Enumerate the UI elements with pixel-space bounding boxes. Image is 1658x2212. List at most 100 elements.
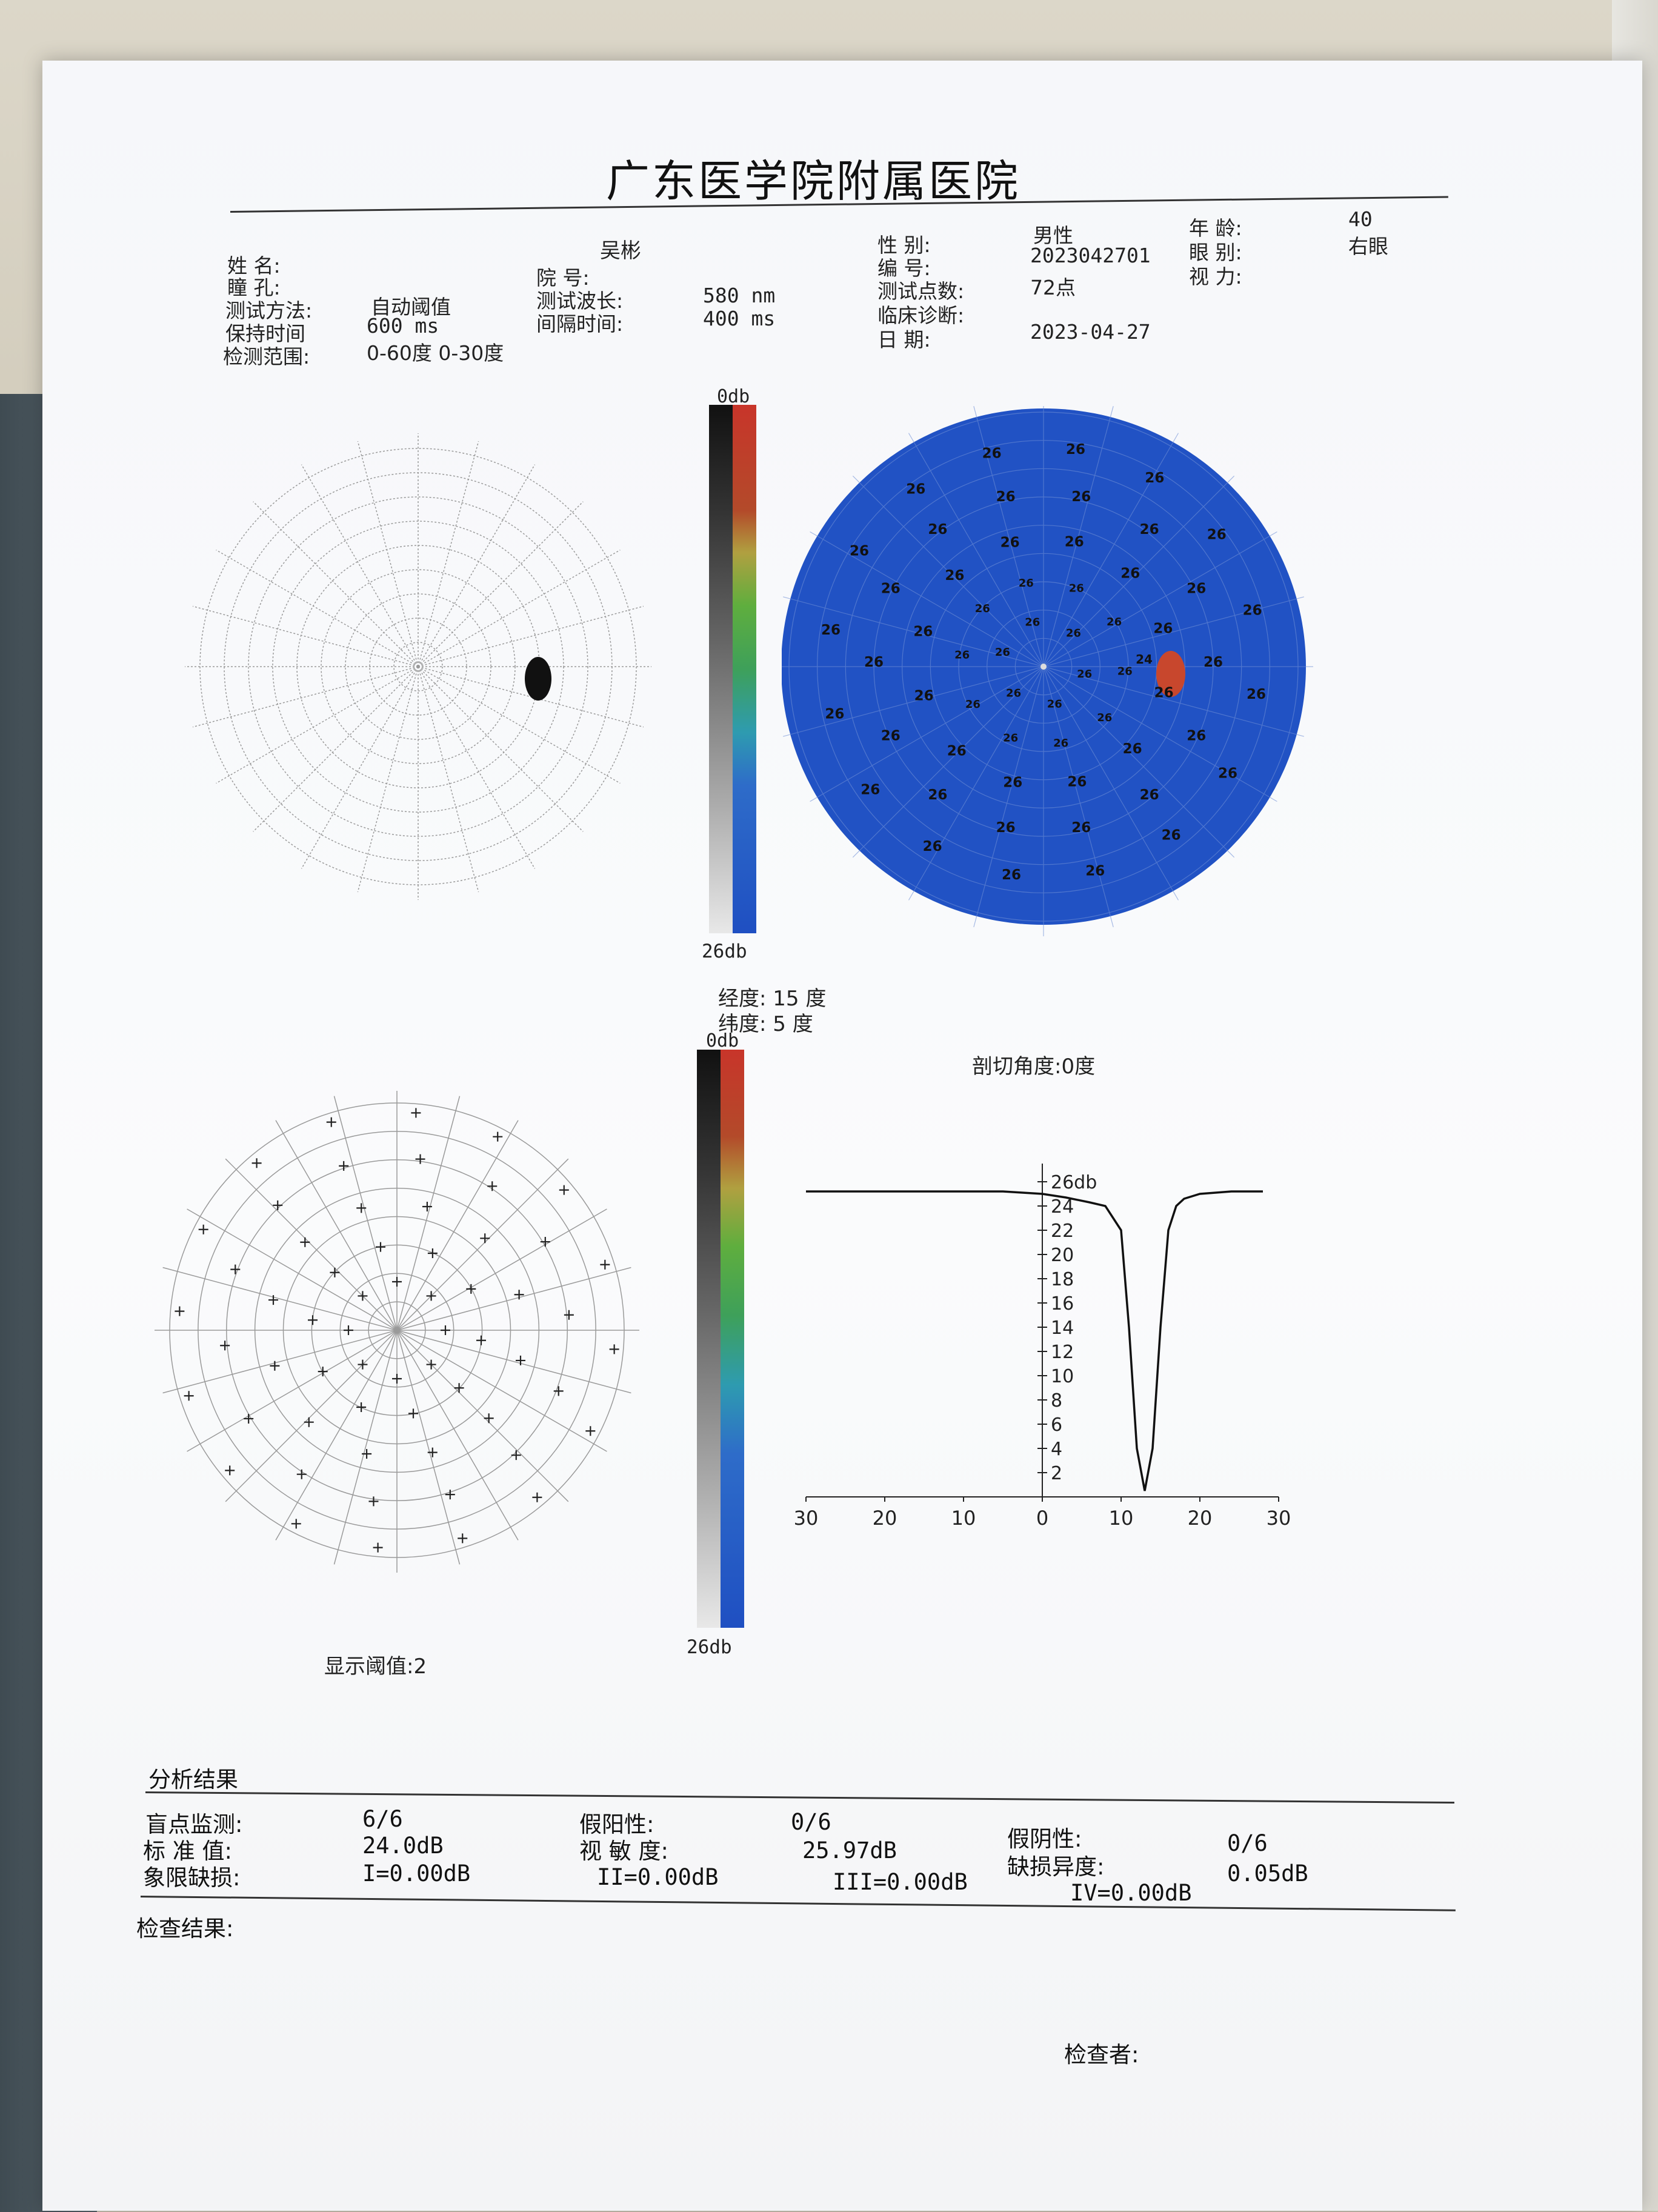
field-value: 26: [1002, 867, 1021, 883]
field-value: 26: [1047, 698, 1062, 711]
test-point-cross: [422, 1202, 432, 1212]
field-value: 26: [914, 688, 934, 704]
latitude-readout: 纬度: 5 度: [718, 1012, 813, 1036]
field-value: 26: [825, 706, 844, 722]
x-tick-label: 10: [1109, 1507, 1134, 1530]
test-point-cross: [356, 1402, 367, 1413]
x-tick-label: 20: [873, 1507, 897, 1530]
wavelength-label: 测试波长:: [536, 289, 624, 313]
field-value: 26: [1003, 775, 1022, 791]
y-tick-label: 22: [1051, 1221, 1074, 1242]
test-point-cross: [356, 1203, 367, 1213]
eye-label: 眼 别:: [1189, 241, 1242, 264]
wavelength-value: 580 nm: [703, 284, 776, 307]
test-point-cross: [318, 1367, 328, 1377]
test-point-cross: [564, 1310, 574, 1320]
diagnosis-label: 临床诊断:: [877, 304, 965, 327]
field-value: 26: [995, 646, 1010, 659]
defect-label: 缺损异度:: [1007, 1854, 1105, 1880]
test-point-cross: [454, 1383, 464, 1393]
field-value: 26: [1006, 687, 1021, 700]
test-point-cross: [230, 1264, 241, 1274]
test-points-grid: [155, 1091, 639, 1573]
test-point-cross: [308, 1315, 318, 1325]
field-value: 26: [1153, 621, 1173, 637]
test-point-cross: [515, 1355, 525, 1365]
field-value: 26: [913, 624, 933, 639]
test-point-cross: [326, 1117, 336, 1127]
eye-value: 右眼: [1348, 235, 1388, 258]
test-point-cross: [600, 1259, 610, 1270]
field-value: 26: [923, 839, 942, 854]
test-point-cross: [175, 1306, 185, 1316]
test-point-cross: [362, 1448, 372, 1459]
scale-top-label-2: 0db: [706, 1030, 739, 1051]
test-point-cross: [330, 1267, 340, 1278]
scale-bottom-label-1: 26db: [702, 941, 747, 962]
color-scale-bottom: [697, 1050, 744, 1628]
field-value: 26: [1243, 603, 1262, 619]
test-point-cross: [270, 1361, 280, 1371]
field-value: 26: [965, 698, 980, 711]
blind-spot-value: 6/6: [362, 1806, 403, 1832]
test-point-cross: [441, 1325, 450, 1335]
x-tick-label: 30: [794, 1507, 819, 1530]
test-point-cross: [225, 1465, 235, 1476]
test-point-cross: [375, 1242, 385, 1252]
field-value: 26: [821, 622, 841, 638]
quadrant-3: III=0.00dB: [833, 1869, 968, 1895]
test-point-cross: [487, 1181, 498, 1191]
field-value: 26: [906, 481, 925, 497]
test-point-cross: [466, 1284, 476, 1294]
field-value: 26: [1204, 655, 1223, 670]
y-tick-label: 26db: [1051, 1172, 1097, 1193]
interval-value: 400 ms: [703, 307, 776, 330]
sensitivity-label: 视 敏 度:: [579, 1838, 668, 1864]
test-point-cross: [296, 1469, 307, 1479]
visual-field-map: 26 26 26 26 26 26 26 26 26 26 26 26 26 26 26 26 26 26 26 26…: [782, 406, 1313, 936]
test-point-cross: [244, 1413, 254, 1424]
field-value: 26: [1162, 828, 1181, 844]
std-label: 标 准 值:: [143, 1838, 232, 1864]
longitude-readout: 经度: 15 度: [718, 987, 827, 1011]
test-point-cross: [300, 1237, 310, 1247]
defect-marker: [1156, 651, 1185, 697]
date-value: 2023-04-27: [1030, 320, 1151, 344]
y-tick-label: 6: [1051, 1414, 1062, 1436]
field-value: 26: [1187, 581, 1206, 597]
age-label: 年 龄:: [1189, 216, 1242, 240]
hold-time-label: 保持时间: [225, 322, 305, 345]
field-value: 26: [1066, 627, 1081, 639]
quadrant-1: I=0.00dB: [362, 1861, 471, 1887]
x-tick-label: 0: [1036, 1507, 1048, 1530]
field-value: 26: [947, 744, 967, 759]
test-point-cross: [251, 1158, 262, 1168]
x-tick-label: 30: [1267, 1507, 1291, 1530]
exam-result-label: 检查结果:: [136, 1916, 234, 1942]
field-value: 26: [954, 649, 970, 662]
field-value: 26: [996, 489, 1016, 505]
test-point-cross: [220, 1341, 230, 1351]
test-point-cross: [273, 1200, 283, 1210]
test-point-cross: [514, 1290, 524, 1300]
test-point-cross: [368, 1496, 379, 1507]
test-point-cross: [392, 1374, 402, 1384]
test-point-cross: [484, 1413, 494, 1424]
test-point-cross: [559, 1185, 569, 1195]
y-tick-label: 2: [1051, 1463, 1062, 1484]
cut-angle-label: 剖切角度:0度: [972, 1054, 1096, 1079]
test-point-cross: [373, 1542, 383, 1553]
scale-bottom-label-2: 26db: [687, 1636, 732, 1658]
field-value: 26: [881, 581, 901, 597]
test-point-cross: [427, 1248, 438, 1258]
field-value: 26: [928, 787, 947, 803]
test-point-cross: [585, 1426, 596, 1436]
scale-top-label-1: 0db: [717, 386, 750, 407]
test-point-cross: [532, 1492, 542, 1502]
false-pos-label: 假阳性:: [579, 1811, 654, 1837]
field-value: 26: [1025, 616, 1040, 628]
field-value: 26: [1097, 711, 1112, 724]
hospital-title: 广东医学院附属医院: [606, 156, 1021, 207]
name-label: 姓 名:: [227, 254, 281, 278]
y-tick-label: 12: [1051, 1342, 1074, 1363]
